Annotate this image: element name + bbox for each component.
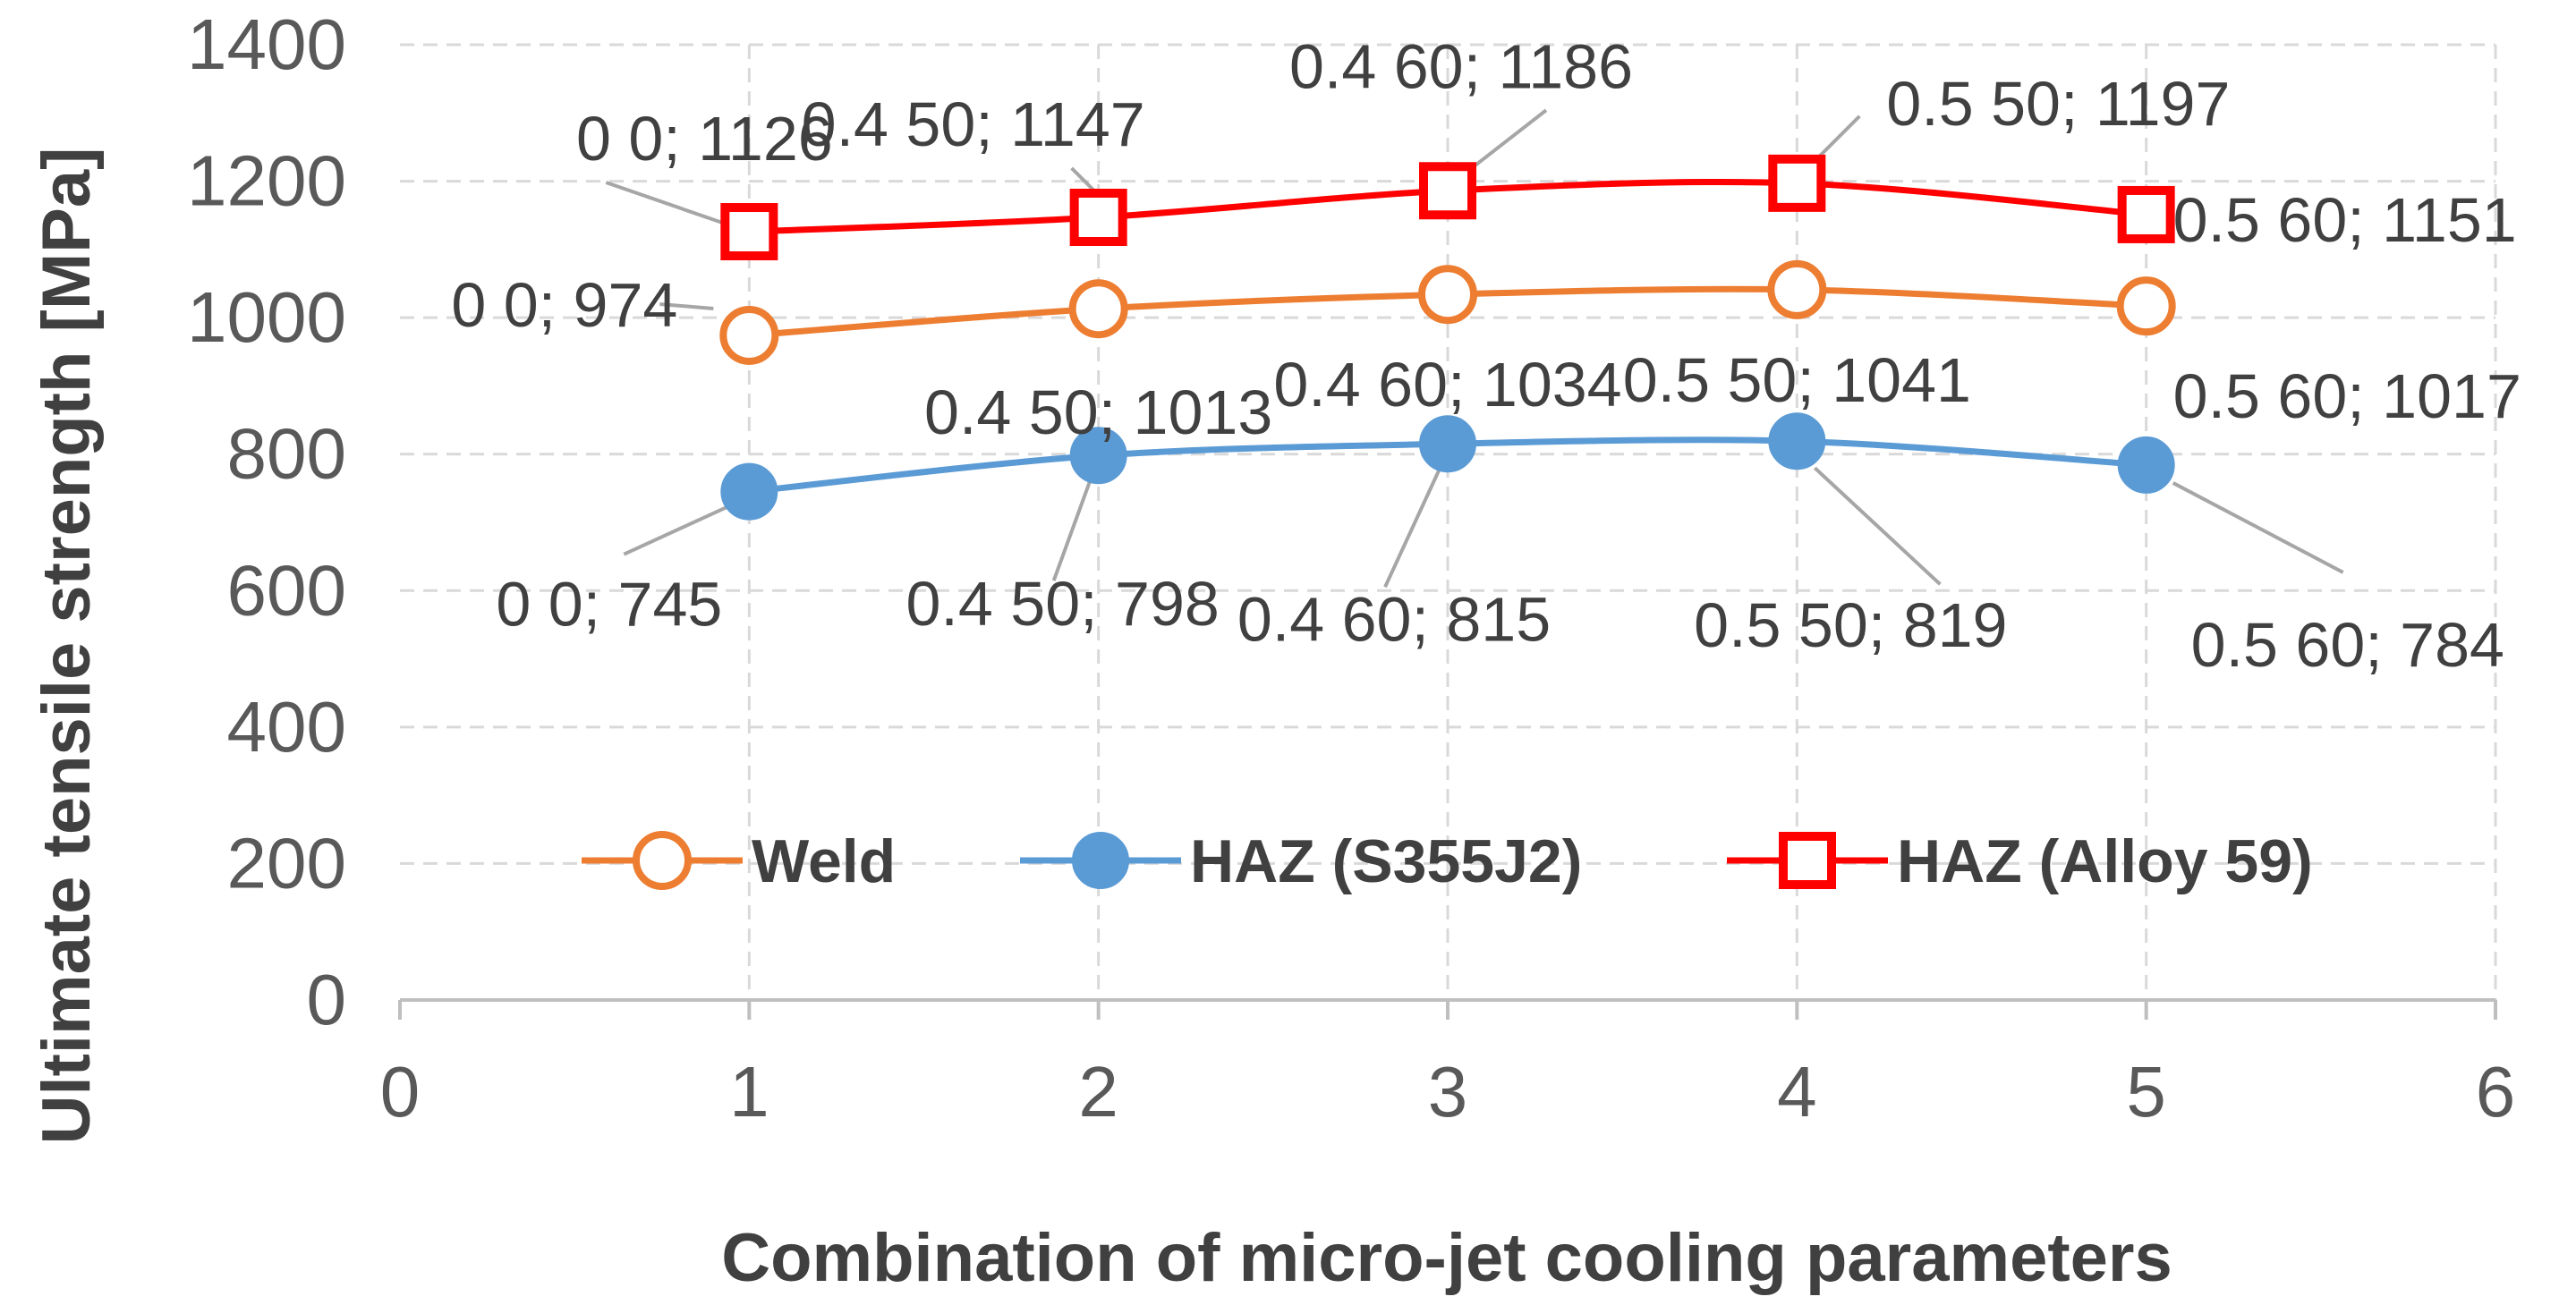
x-tick-label: 0	[380, 1052, 421, 1131]
x-tick-label: 4	[1777, 1052, 1817, 1131]
data-label: 0.5 50; 819	[1694, 590, 2007, 660]
label-leader-line	[659, 301, 714, 310]
data-point	[720, 462, 778, 521]
data-point	[1068, 279, 1128, 339]
y-tick-label: 1200	[187, 141, 346, 221]
label-leader-line	[1464, 108, 1548, 174]
x-tick-label: 3	[1428, 1052, 1468, 1131]
x-axis-title: Combination of micro-jet cooling paramet…	[721, 1220, 2172, 1296]
data-point	[1767, 259, 1827, 319]
data-label: 0.4 60; 815	[1237, 584, 1551, 654]
legend: Weld HAZ (S355J2) HAZ (Alloy 59)	[582, 827, 2313, 895]
label-leader-line	[1051, 481, 1092, 581]
data-point	[1418, 265, 1477, 325]
series-haz-alloy-59	[720, 154, 2175, 261]
x-tick-label: 1	[729, 1052, 769, 1131]
legend-marker	[1779, 832, 1836, 889]
data-label: 0 0; 1126	[576, 104, 833, 174]
y-tick-label: 400	[227, 687, 346, 767]
label-leader-line	[605, 181, 723, 225]
series	[719, 154, 2176, 521]
data-point	[1419, 162, 1476, 220]
data-label-leaders	[605, 108, 2344, 589]
data-label: 0.5 60; 1151	[2173, 185, 2517, 255]
data-label: 0.5 60; 784	[2191, 610, 2504, 680]
data-point	[1768, 412, 1826, 470]
data-label: 0.4 50; 1147	[802, 89, 1145, 159]
y-axis-title: Ultimate tensile strength [MPa]	[29, 148, 105, 1145]
y-tick-label: 800	[227, 414, 346, 494]
y-tick-label: 1400	[187, 4, 346, 84]
legend-marker	[1072, 832, 1129, 889]
y-tick-label: 1000	[187, 277, 346, 357]
label-leader-line	[1813, 114, 1861, 163]
data-label: 0.5 50; 1041	[1623, 345, 1971, 415]
x-tick-label: 2	[1078, 1052, 1118, 1131]
x-tick-label: 5	[2126, 1052, 2166, 1131]
legend-label: HAZ (Alloy 59)	[1897, 827, 2313, 895]
label-leader-line	[623, 503, 733, 556]
series-weld	[719, 259, 2176, 365]
legend-entry: HAZ (Alloy 59)	[1727, 827, 2313, 895]
legend-entry: Weld	[582, 827, 896, 895]
y-tick-label: 600	[227, 550, 346, 630]
axes: 0 200 400 600 800 1000 1200 1400 0 1 2 3 4 5 6	[187, 4, 2515, 1131]
y-tick-label: 0	[307, 960, 347, 1039]
data-point	[2117, 436, 2175, 494]
data-point	[1768, 154, 1826, 212]
data-point	[2116, 276, 2176, 336]
data-point	[720, 203, 778, 261]
data-point	[719, 305, 779, 365]
data-point	[1419, 415, 1476, 473]
data-label: 0 0; 974	[451, 270, 677, 340]
label-leader-line	[1813, 466, 1942, 586]
legend-label: HAZ (S355J2)	[1190, 827, 1582, 895]
x-tick-label: 6	[2476, 1052, 2516, 1131]
data-label: 0 0; 745	[496, 570, 722, 640]
legend-marker	[633, 831, 692, 890]
label-leader-line	[2172, 481, 2344, 574]
data-point	[1069, 427, 1127, 485]
data-label: 0.5 60; 1017	[2173, 361, 2521, 431]
legend-entry: HAZ (S355J2)	[1020, 827, 1582, 895]
data-point	[1069, 189, 1127, 247]
series-haz-s355j2	[720, 412, 2175, 521]
data-label: 0.4 60; 1034	[1273, 350, 1621, 419]
data-point	[2117, 185, 2175, 243]
data-label: 0.4 50; 1013	[924, 377, 1272, 447]
data-label: 0.4 50; 798	[906, 569, 1220, 639]
label-leader-line	[1383, 470, 1441, 589]
legend-label: Weld	[752, 827, 896, 895]
y-tick-label: 200	[227, 823, 346, 902]
data-label: 0.4 60; 1186	[1289, 31, 1633, 101]
data-label: 0.5 50; 1197	[1886, 69, 2230, 139]
